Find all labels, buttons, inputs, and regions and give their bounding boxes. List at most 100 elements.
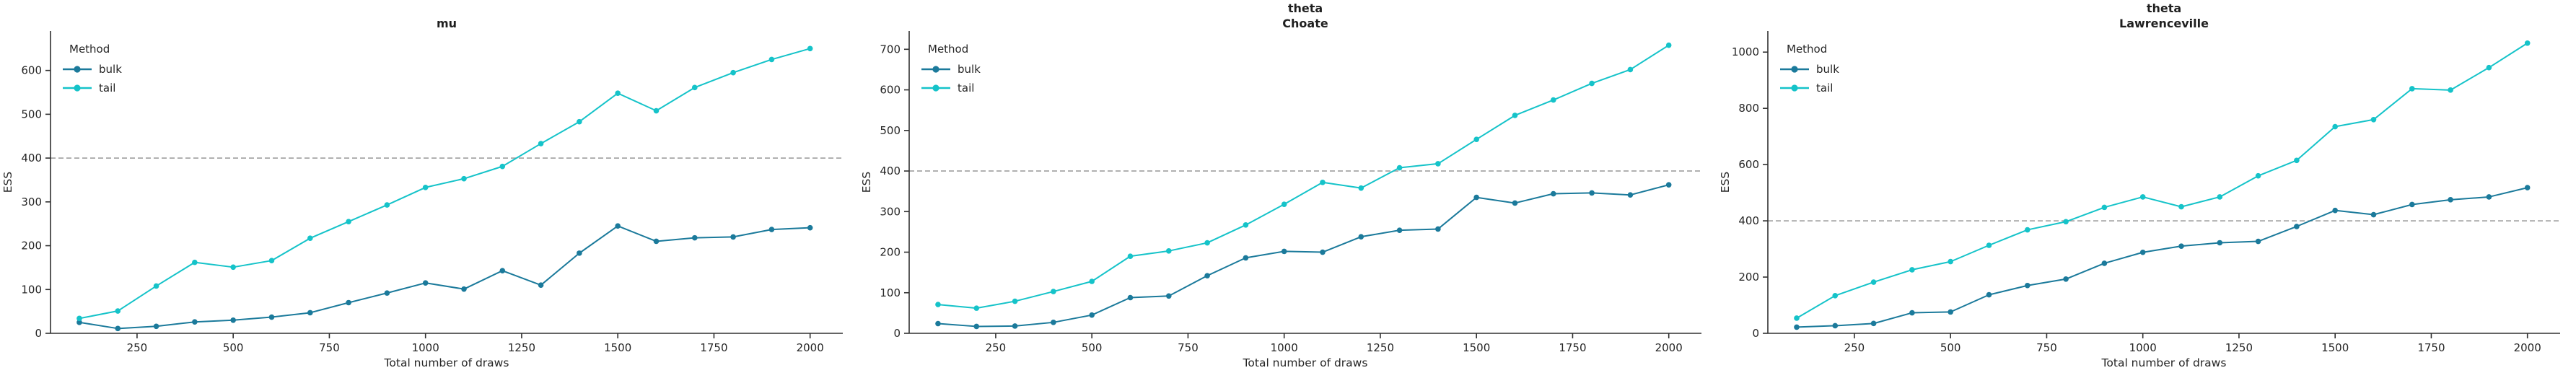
x-tick-label: 2000 — [797, 341, 824, 354]
bulk-point — [730, 234, 736, 240]
legend: Method bulk tail — [63, 43, 122, 95]
bulk-point — [2524, 185, 2531, 190]
tail-point — [461, 175, 467, 182]
bulk-point — [1089, 312, 1095, 318]
bulk-point — [1550, 190, 1556, 197]
x-tick-label: 1000 — [2129, 341, 2157, 354]
x-tick-label: 2000 — [1655, 341, 1683, 354]
y-tick-label: 500 — [21, 107, 42, 120]
y-tick-label: 200 — [1738, 271, 1759, 284]
bulk-point — [1512, 200, 1518, 206]
x-tick-label: 1750 — [700, 341, 727, 354]
bulk-line — [937, 184, 1670, 328]
tail-point — [691, 84, 698, 91]
bulk-point — [307, 310, 313, 316]
bulk-point — [2178, 243, 2184, 249]
legend: Method bulk tail — [921, 43, 981, 95]
tail-point — [1435, 161, 1441, 167]
x-axis-label: Total number of draws — [1243, 356, 1368, 369]
bulk-point — [2486, 194, 2492, 200]
x-tick-label: 1750 — [1559, 341, 1586, 354]
legend-item-label: tail — [958, 82, 974, 95]
x-tick-label: 500 — [1940, 341, 1961, 354]
bulk-point — [538, 282, 544, 289]
tail-legend-marker-icon — [1791, 84, 1798, 92]
legend-title: Method — [928, 43, 968, 56]
tail-point — [2486, 64, 2492, 71]
bulk-point — [1396, 227, 1403, 233]
x-axis-label: Total number of draws — [2101, 356, 2227, 369]
legend-item-bulk: bulk — [921, 63, 981, 76]
bulk-line — [1795, 187, 2528, 328]
tail-point — [2370, 116, 2377, 123]
tail-point — [2217, 194, 2223, 200]
x-tick-label: 1250 — [2225, 341, 2253, 354]
bulk-point — [1165, 293, 1172, 299]
bulk-point — [1589, 190, 1595, 196]
bulk-point — [807, 224, 813, 231]
bulk-point — [615, 223, 621, 229]
bulk-point — [1281, 248, 1287, 255]
tail-point — [1396, 164, 1403, 171]
x-tick-label: 250 — [1844, 341, 1865, 354]
tail-point — [653, 107, 660, 114]
tail-point — [1909, 267, 1915, 273]
bulk-point — [1204, 273, 1210, 278]
bulk-point — [230, 317, 236, 323]
y-tick-label: 0 — [35, 327, 42, 340]
tail-point — [346, 219, 351, 224]
y-tick-label: 500 — [880, 124, 901, 137]
bulk-point — [1243, 255, 1249, 261]
y-tick-label: 700 — [880, 43, 901, 56]
bulk-point — [1986, 291, 1992, 298]
bulk-point — [973, 323, 980, 330]
tail-point — [1589, 80, 1595, 87]
x-tick-label: 1500 — [2321, 341, 2349, 354]
bulk-point — [1870, 320, 1877, 327]
tail-point — [153, 283, 159, 289]
tail-line — [78, 48, 811, 320]
tail-point — [192, 259, 198, 266]
y-tick-label: 100 — [21, 283, 42, 296]
bulk-line — [78, 225, 811, 330]
chart-title: mu — [437, 17, 457, 30]
tail-point — [230, 264, 236, 271]
x-tick-label: 750 — [2036, 341, 2057, 354]
bulk-legend-marker-icon — [1791, 66, 1798, 73]
tail-point — [499, 163, 506, 170]
y-axis-label: ESS — [1719, 172, 1732, 193]
tail-point — [1358, 185, 1364, 191]
bulk-point — [1320, 249, 1326, 255]
x-tick-label: 1500 — [604, 341, 631, 354]
bulk-point — [153, 323, 159, 330]
tail-point — [1832, 292, 1839, 299]
legend-item-tail: tail — [63, 82, 115, 95]
tail-point — [2448, 87, 2453, 93]
bulk-point — [1627, 192, 1634, 198]
bulk-legend-marker-icon — [932, 66, 939, 73]
tail-point — [2024, 227, 2030, 233]
y-axis-label: ESS — [860, 172, 873, 193]
y-tick-label: 400 — [1738, 214, 1759, 227]
y-tick-label: 400 — [21, 152, 42, 164]
tail-point — [730, 69, 736, 76]
tail-point — [1948, 258, 1953, 265]
tail-point — [115, 308, 121, 314]
bulk-point — [1473, 194, 1479, 201]
tail-point — [76, 315, 82, 322]
tail-point — [1512, 113, 1518, 118]
tail-point — [1550, 97, 1556, 103]
tail-point — [768, 56, 775, 63]
y-tick-label: 100 — [880, 286, 901, 299]
bulk-point — [2217, 240, 2223, 246]
tail-point — [268, 258, 275, 263]
x-tick-label: 500 — [1082, 341, 1103, 354]
y-tick-label: 300 — [21, 196, 42, 209]
tail-point — [1870, 279, 1877, 285]
bulk-point — [1051, 320, 1056, 325]
tail-point — [615, 90, 621, 97]
legend-item-label: tail — [99, 82, 115, 95]
bulk-point — [768, 227, 775, 232]
tail-legend-marker-icon — [932, 84, 939, 92]
